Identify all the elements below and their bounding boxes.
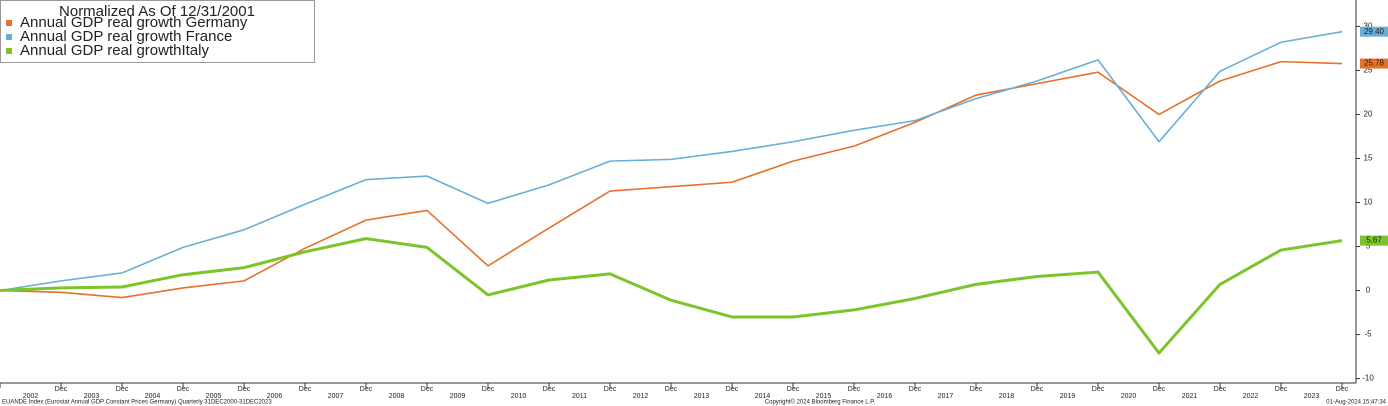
x-year-label: 2020 xyxy=(1121,393,1137,400)
x-tick-label: Dec xyxy=(909,386,922,393)
x-tick-label: Dec xyxy=(543,386,556,393)
x-year-label: 2004 xyxy=(145,393,161,400)
y-tick-label: 5 xyxy=(1366,242,1371,251)
x-tick-label: Dec xyxy=(299,386,312,393)
x-tick-label: Dec xyxy=(1275,386,1288,393)
x-year-label: 2019 xyxy=(1060,393,1076,400)
x-year-label: 2018 xyxy=(999,393,1015,400)
value-label-box xyxy=(1360,235,1388,246)
x-year-label: 2023 xyxy=(1304,393,1320,400)
series-line xyxy=(0,237,1343,355)
legend-label: Annual GDP real growth France xyxy=(20,28,232,45)
x-year-label: 2012 xyxy=(633,393,649,400)
x-tick-label: Dec xyxy=(726,386,739,393)
legend-label: Annual GDP real growth Germany xyxy=(20,14,248,31)
x-year-label: 2008 xyxy=(389,393,405,400)
x-year-label: 2021 xyxy=(1182,393,1198,400)
x-tick-label: Dec xyxy=(1092,386,1105,393)
legend-label: Annual GDP real growthItaly xyxy=(20,42,209,59)
y-tick-label: 15 xyxy=(1364,154,1373,163)
series-line xyxy=(0,60,1343,299)
legend-swatch xyxy=(6,34,12,40)
x-year-label: 2015 xyxy=(816,393,832,400)
x-tick-label: Dec xyxy=(1153,386,1166,393)
y-tick-label: -5 xyxy=(1364,330,1372,339)
x-year-label: 2005 xyxy=(206,393,222,400)
x-year-label: 2022 xyxy=(1243,393,1259,400)
legend-title: Normalized As Of 12/31/2001 xyxy=(59,3,255,20)
y-tick-label: 30 xyxy=(1364,22,1373,31)
y-tick-label: 25 xyxy=(1364,66,1373,75)
footer-left: EUANDE Index (Eurostat Annual GDP Consta… xyxy=(2,400,272,406)
y-tick-label: 10 xyxy=(1364,198,1373,207)
footer-center: Copyright© 2024 Bloomberg Finance L.P. xyxy=(765,399,876,406)
legend-swatch xyxy=(6,48,12,54)
x-tick-label: Dec xyxy=(970,386,983,393)
legend-swatch xyxy=(6,20,12,26)
x-tick-label: Dec xyxy=(665,386,678,393)
y-tick-label: 0 xyxy=(1366,286,1371,295)
x-year-label: 2013 xyxy=(694,393,710,400)
value-label: 25.78 xyxy=(1364,59,1385,68)
x-tick-label: Dec xyxy=(1214,386,1227,393)
x-year-label: 2014 xyxy=(755,393,771,400)
x-tick-label: Dec xyxy=(421,386,434,393)
value-label-box xyxy=(1360,26,1388,37)
x-tick-label: Dec xyxy=(1336,386,1349,393)
x-year-label: 2016 xyxy=(877,393,893,400)
x-tick-label: Dec xyxy=(482,386,495,393)
x-year-label: 2009 xyxy=(450,393,466,400)
series-line xyxy=(0,30,1343,292)
x-year-label: 2002 xyxy=(23,393,39,400)
x-tick-label: Dec xyxy=(116,386,129,393)
x-tick-label: Dec xyxy=(360,386,373,393)
x-tick-label: Dec xyxy=(1031,386,1044,393)
x-tick-label: Dec xyxy=(238,386,251,393)
x-tick-label: Dec xyxy=(604,386,617,393)
x-year-label: 2006 xyxy=(267,393,283,400)
x-year-label: 2007 xyxy=(328,393,344,400)
y-tick-label: -10 xyxy=(1362,374,1374,383)
x-year-label: 2003 xyxy=(84,393,100,400)
value-label: 5.67 xyxy=(1366,236,1382,245)
x-tick-label: Dec xyxy=(55,386,68,393)
x-year-label: 2017 xyxy=(938,393,954,400)
y-tick-label: 20 xyxy=(1364,110,1373,119)
x-year-label: 2011 xyxy=(572,393,587,400)
x-year-label: 2010 xyxy=(511,393,527,400)
value-label-box xyxy=(1360,58,1388,69)
x-tick-label: Dec xyxy=(848,386,861,393)
x-tick-label: Dec xyxy=(787,386,800,393)
x-tick-label: Dec xyxy=(177,386,190,393)
legend-box xyxy=(0,0,315,63)
value-label: 29.40 xyxy=(1364,27,1385,36)
footer-right: 01-Aug-2024 15:47:34 xyxy=(1326,400,1386,406)
